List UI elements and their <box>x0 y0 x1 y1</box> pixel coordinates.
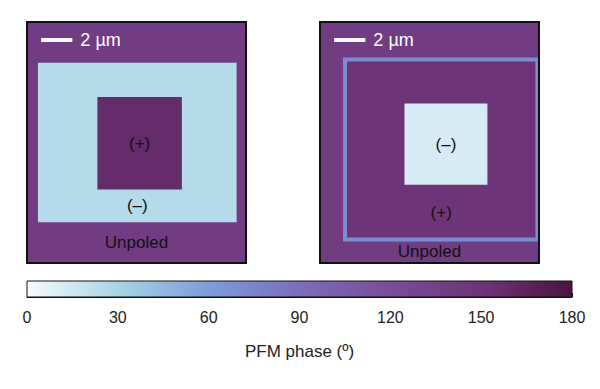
svg-text:30: 30 <box>109 309 127 326</box>
svg-text:(–): (–) <box>127 196 148 215</box>
svg-text:(–): (–) <box>436 135 457 154</box>
svg-text:120: 120 <box>377 309 404 326</box>
svg-text:60: 60 <box>200 309 218 326</box>
svg-text:PFM phase (º): PFM phase (º) <box>245 342 354 361</box>
svg-text:150: 150 <box>468 309 495 326</box>
svg-text:(+): (+) <box>129 134 150 153</box>
svg-text:Unpoled: Unpoled <box>398 242 461 261</box>
svg-text:180: 180 <box>559 309 586 326</box>
svg-text:0: 0 <box>23 309 32 326</box>
svg-text:Unpoled: Unpoled <box>105 233 168 252</box>
svg-text:(+): (+) <box>431 203 452 222</box>
svg-text:2 µm: 2 µm <box>373 30 413 50</box>
svg-text:90: 90 <box>291 309 309 326</box>
svg-text:2 µm: 2 µm <box>80 30 120 50</box>
